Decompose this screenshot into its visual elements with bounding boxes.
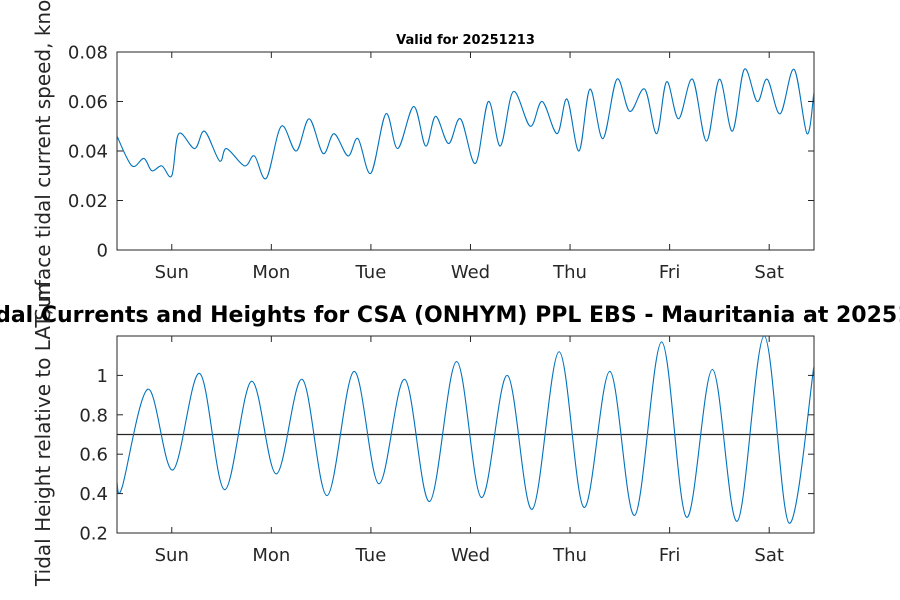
bottom-xtick-label: Thu: [552, 545, 587, 566]
bottom-chart-axes: 0.2 0.4 0.6 0.8 1 Sun Mon Tue Wed Thu Fri Sat Tidal …: [0, 283, 900, 587]
bottom-xtick-label: Wed: [451, 545, 490, 566]
bottom-xtick-label: Fri: [659, 545, 680, 566]
top-xtick-label: Wed: [451, 262, 490, 283]
top-xtick-label: Sat: [754, 262, 784, 283]
top-ytick-label: 0.08: [68, 43, 108, 64]
top-ytick-label: 0.04: [68, 142, 108, 163]
top-xtick-label: Thu: [552, 262, 587, 283]
top-chart-title: Valid for 20251213: [396, 33, 535, 48]
bottom-ytick-label: 0.6: [79, 445, 108, 466]
bottom-ytick-label: 0.8: [79, 405, 108, 426]
top-chart-axes: 0 0.02 0.04 0.06 0.08 Sun Mon Tue Wed Thu Fri Sat Va…: [31, 0, 815, 321]
top-plot-frame: [116, 51, 815, 251]
bottom-xtick-label: Tue: [355, 545, 387, 566]
bottom-ytick-label: 1: [97, 366, 108, 387]
bottom-xtick-label: Sat: [754, 545, 784, 566]
bottom-chart-title: Tidal Currents and Heights for CSA (ONHY…: [0, 303, 900, 328]
top-xtick-label: Fri: [659, 262, 680, 283]
bottom-y-axis-label: Tidal Height relative to LAT, m: [31, 283, 55, 587]
bottom-xtick-label: Sun: [155, 545, 189, 566]
top-xtick-label: Mon: [252, 262, 290, 283]
top-ytick-label: 0.02: [68, 191, 108, 212]
top-series-line-0: [117, 68, 814, 180]
top-xtick-label: Tue: [355, 262, 387, 283]
top-xtick-label: Sun: [155, 262, 189, 283]
top-ytick-label: 0: [97, 241, 108, 262]
top-ytick-label: 0.06: [68, 92, 108, 113]
bottom-ytick-label: 0.4: [79, 484, 108, 505]
top-y-axis-label: Surface tidal current speed, knots: [31, 0, 55, 321]
bottom-series-line-0: [117, 336, 814, 524]
bottom-ytick-label: 0.2: [79, 524, 108, 545]
bottom-xtick-label: Mon: [252, 545, 290, 566]
